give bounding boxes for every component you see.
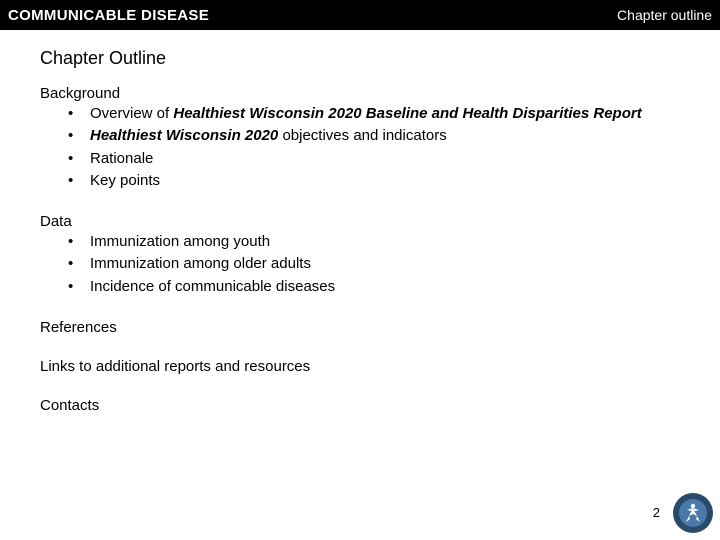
logo-icon (672, 492, 714, 534)
item-emph: Healthiest Wisconsin 2020 (90, 127, 278, 144)
item-suffix: objectives and indicators (278, 127, 446, 144)
header-title-right: Chapter outline (617, 7, 712, 23)
data-group: Data Immunization among youth Immunizati… (40, 213, 680, 297)
header-title-left: COMMUNICABLE DISEASE (8, 7, 209, 24)
list-item: Incidence of communicable diseases (68, 277, 680, 297)
data-list: Immunization among youth Immunization am… (40, 232, 680, 297)
list-item: Overview of Healthiest Wisconsin 2020 Ba… (68, 104, 680, 124)
list-item: Immunization among youth (68, 232, 680, 252)
data-label: Data (40, 213, 680, 230)
background-label: Background (40, 85, 680, 102)
list-item: Rationale (68, 149, 680, 169)
header-bar: COMMUNICABLE DISEASE Chapter outline (0, 0, 720, 30)
list-item: Key points (68, 171, 680, 191)
links-line: Links to additional reports and resource… (40, 358, 680, 375)
list-item: Healthiest Wisconsin 2020 objectives and… (68, 126, 680, 146)
page-title: Chapter Outline (40, 48, 680, 69)
background-group: Background Overview of Healthiest Wiscon… (40, 85, 680, 191)
item-prefix: Overview of (90, 105, 173, 122)
item-prefix: Rationale (90, 150, 153, 167)
item-emph: Healthiest Wisconsin 2020 Baseline and H… (173, 105, 641, 122)
background-list: Overview of Healthiest Wisconsin 2020 Ba… (40, 104, 680, 191)
contacts-line: Contacts (40, 397, 680, 414)
page-number: 2 (653, 505, 660, 520)
references-line: References (40, 319, 680, 336)
content-area: Chapter Outline Background Overview of H… (0, 30, 720, 414)
list-item: Immunization among older adults (68, 254, 680, 274)
item-prefix: Key points (90, 172, 160, 189)
